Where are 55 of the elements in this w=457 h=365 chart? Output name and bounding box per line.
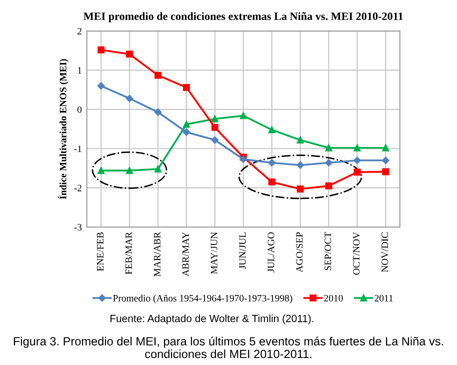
y-tick-label: 2 [78, 28, 82, 34]
point [354, 168, 361, 176]
x-tick-label: SEP/OCT [324, 232, 332, 270]
point [182, 120, 190, 128]
point [382, 168, 390, 176]
x-tick-label: AGO/SEP [296, 232, 303, 272]
point [325, 159, 332, 166]
x-tick-label: OCT/NOV [353, 232, 360, 275]
point [182, 84, 190, 91]
point [325, 182, 332, 190]
x-tick-label: FEB/MAR [125, 232, 132, 274]
point [211, 115, 218, 122]
point [182, 128, 190, 136]
x-tick-label: MAR/ABR [154, 232, 160, 276]
x-tick-label: NOV/DIC [382, 232, 388, 272]
point [240, 112, 247, 120]
source-note: Fuente: Adaptado de Wolter & Timlin (2011). [110, 314, 314, 324]
point [268, 178, 276, 186]
point [354, 156, 361, 164]
legend-label: Promedio (Años 1954-1964-1970-1973-1998) [113, 294, 292, 304]
point [296, 161, 304, 169]
y-tick-label: -1 [74, 146, 82, 152]
point [126, 167, 133, 174]
chart-title: MEI promedio de condiciones extremas La Niña vs. MEI 2010-2011 [84, 12, 403, 22]
point [296, 136, 304, 144]
legend-label: 2011 [374, 294, 393, 302]
point [382, 156, 390, 164]
point [296, 186, 304, 192]
point [97, 82, 105, 90]
point [211, 136, 219, 144]
x-tick-label: ABR/MAY [182, 232, 189, 276]
point [211, 124, 218, 131]
point [126, 94, 134, 102]
x-tick-label: ENE/FEB [96, 232, 104, 272]
point [354, 144, 361, 152]
point [154, 72, 162, 79]
legend-label: 2010 [324, 294, 343, 302]
x-tick-label: JUL/AGO [268, 232, 274, 272]
point [98, 46, 105, 54]
y-tick-label: -3 [74, 224, 82, 230]
text: Figura 3. Promedio del MEI, para los últimos 5 eventos más fuertes de La Niña vs. condiciones del MEI 2010-2011. [14, 336, 443, 358]
point [154, 108, 162, 116]
point [325, 144, 332, 152]
point [98, 167, 105, 174]
point [126, 50, 133, 58]
y-tick-label: 0 [77, 106, 82, 113]
point [268, 159, 276, 166]
y-tick-label: 1 [78, 67, 82, 74]
x-tick-label: JUN/JUL [239, 232, 246, 269]
point [382, 144, 390, 152]
point [154, 166, 162, 172]
y-axis-title: Índice Multivariado ENOS (MEI) [58, 59, 68, 200]
y-tick-label: -2 [74, 184, 82, 192]
point [268, 126, 276, 134]
x-tick-label: MAY/JUN [210, 232, 218, 274]
